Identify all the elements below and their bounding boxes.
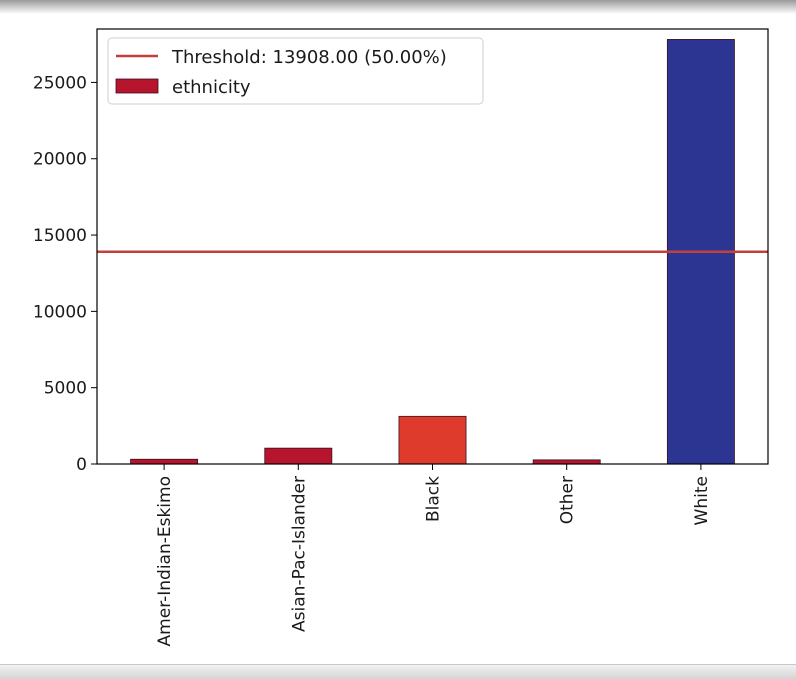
legend-box (107, 37, 484, 105)
legend-ethnicity-label: ethnicity (172, 77, 251, 98)
y-tick-label: 15000 (33, 226, 87, 246)
window-bottom-edge (0, 664, 796, 679)
x-tick-label: Amer-Indian-Eskimo (155, 476, 175, 646)
bar-asian-pac-islander (264, 447, 333, 465)
x-tick-label: White (692, 476, 712, 525)
ethnicity-bar-chart: Amer-Indian-Eskimo Asian-Pac-Islander Blac… (33, 28, 769, 646)
window-top-shadow (0, 0, 796, 14)
x-tick-label: Asian-Pac-Islander (289, 476, 309, 632)
plot-area-frame (96, 28, 769, 465)
x-tick-label: Other (558, 476, 578, 524)
x-tick-label: Black (424, 476, 444, 522)
y-tick-label: 5000 (44, 379, 87, 399)
legend-ethnicity-swatch (115, 78, 159, 94)
legend: Threshold: 13908.00 (50.00%) ethnicity (107, 37, 484, 105)
bar-black (398, 415, 467, 465)
y-tick-labels: 0 5000 10000 15000 20000 25000 (33, 73, 97, 475)
bar-amer-indian-eskimo (130, 458, 199, 465)
x-tick-labels: Amer-Indian-Eskimo Asian-Pac-Islander Blac… (155, 464, 712, 646)
y-tick-label: 20000 (33, 150, 87, 170)
y-tick-label: 10000 (33, 302, 87, 322)
y-tick-label: 0 (76, 455, 87, 475)
bar-other (532, 459, 601, 465)
y-tick-label: 25000 (33, 73, 87, 93)
legend-threshold-label: Threshold: 13908.00 (50.00%) (171, 47, 447, 68)
